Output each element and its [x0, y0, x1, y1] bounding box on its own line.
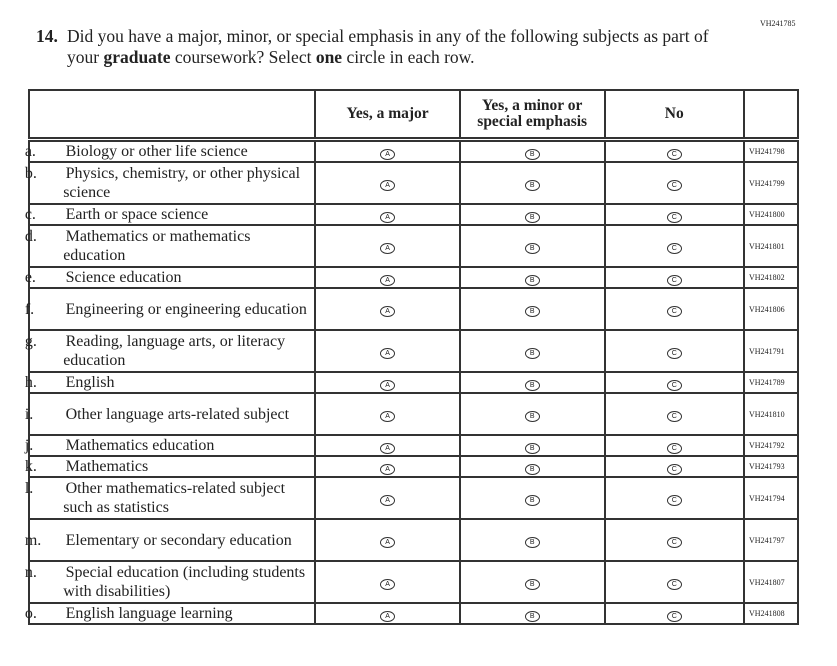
bubble-minor[interactable]: B	[524, 495, 540, 506]
row-code: VH241792	[743, 434, 799, 457]
row-label: j. Mathematics education	[25, 434, 317, 457]
row-code: VH241799	[743, 161, 799, 205]
bubble-minor[interactable]: B	[524, 442, 540, 454]
row-code: VH241789	[743, 371, 799, 394]
row-label: d. Mathematics or mathematics education	[25, 224, 317, 268]
row-label: g. Reading, language arts, or literacy e…	[25, 329, 317, 373]
question-number: 14.	[36, 26, 58, 46]
bubble-major[interactable]: A	[380, 348, 396, 359]
bubble-minor[interactable]: B	[524, 537, 540, 548]
bubble-minor[interactable]: B	[524, 579, 540, 590]
bubble-major[interactable]: A	[380, 379, 396, 391]
bubble-no[interactable]: C	[666, 463, 682, 475]
bubble-no[interactable]: C	[666, 306, 682, 317]
table-row: n. Special education (including students…	[25, 560, 799, 604]
table-row: c. Earth or space science A B C VH241800	[25, 203, 799, 226]
table-row: g. Reading, language arts, or literacy e…	[25, 329, 799, 373]
row-code: VH241797	[743, 518, 799, 562]
bubble-major[interactable]: A	[380, 463, 396, 475]
row-label: o. English language learning	[25, 602, 317, 625]
bubble-no[interactable]: C	[666, 348, 682, 359]
row-label: a. Biology or other life science	[25, 138, 317, 163]
bubble-minor[interactable]: B	[524, 211, 540, 223]
bubble-minor[interactable]: B	[524, 243, 540, 254]
bubble-major[interactable]: A	[380, 495, 396, 506]
row-label: m. Elementary or secondary education	[25, 518, 317, 562]
bubble-minor[interactable]: B	[524, 610, 540, 622]
table-row: j. Mathematics education A B C VH241792	[25, 434, 799, 457]
table-row: f. Engineering or engineering education A…	[25, 287, 799, 331]
bubble-no[interactable]: C	[666, 379, 682, 391]
bubble-no[interactable]: C	[666, 148, 682, 160]
row-label: b. Physics, chemistry, or other physical…	[25, 161, 317, 205]
bubble-major[interactable]: A	[380, 211, 396, 223]
bubble-major[interactable]: A	[380, 610, 396, 622]
header-blank	[27, 89, 317, 142]
row-label: k. Mathematics	[25, 455, 317, 478]
table-row: e. Science education A B C VH241802	[25, 266, 799, 289]
row-code: VH241806	[743, 287, 799, 331]
row-label: c. Earth or space science	[25, 203, 317, 226]
row-code: VH241793	[743, 455, 799, 478]
bubble-major[interactable]: A	[380, 148, 396, 160]
table-row: k. Mathematics A B C VH241793	[25, 455, 799, 478]
bubble-major[interactable]: A	[380, 243, 396, 254]
bubble-no[interactable]: C	[666, 274, 682, 286]
bubble-major[interactable]: A	[380, 442, 396, 454]
bubble-no[interactable]: C	[666, 537, 682, 548]
bubble-minor[interactable]: B	[524, 411, 540, 422]
table-row: h. English A B C VH241789	[25, 371, 799, 394]
bubble-major[interactable]: A	[380, 180, 396, 191]
page-code: VH241785	[760, 19, 796, 28]
bubble-no[interactable]: C	[666, 610, 682, 622]
bubble-no[interactable]: C	[666, 243, 682, 254]
bubble-major[interactable]: A	[380, 274, 396, 286]
table-row: o. English language learning A B C VH241808	[25, 602, 799, 625]
header-minor: Yes, a minor or special emphasis	[458, 89, 606, 142]
bubble-no[interactable]: C	[666, 411, 682, 422]
header-major: Yes, a major	[314, 89, 461, 142]
row-code: VH241808	[743, 602, 799, 625]
table-row: m. Elementary or secondary education A B C V…	[25, 518, 799, 562]
bubble-minor[interactable]: B	[524, 180, 540, 191]
bubble-major[interactable]: A	[380, 537, 396, 548]
bubble-major[interactable]: A	[380, 411, 396, 422]
bubble-minor[interactable]: B	[524, 148, 540, 160]
bubble-major[interactable]: A	[380, 579, 396, 590]
header-no: No	[603, 89, 746, 142]
row-code: VH241791	[743, 329, 799, 373]
bubble-no[interactable]: C	[666, 180, 682, 191]
bubble-no[interactable]: C	[666, 442, 682, 454]
bubble-no[interactable]: C	[666, 579, 682, 590]
row-label: f. Engineering or engineering education	[25, 287, 317, 331]
table-row: d. Mathematics or mathematics education A…	[25, 224, 799, 268]
bubble-minor[interactable]: B	[524, 379, 540, 391]
row-code: VH241798	[743, 138, 799, 163]
table-row: l. Other mathematics-related subject suc…	[25, 476, 799, 520]
response-grid: Yes, a major Yes, a minor or special emp…	[25, 89, 799, 625]
row-label: e. Science education	[25, 266, 317, 289]
row-label: l. Other mathematics-related subject suc…	[25, 476, 317, 520]
row-label: h. English	[25, 371, 317, 394]
table-row: b. Physics, chemistry, or other physical…	[25, 161, 799, 205]
bubble-minor[interactable]: B	[524, 463, 540, 475]
row-code: VH241802	[743, 266, 799, 289]
table-row: i. Other language arts-related subject A B…	[25, 392, 799, 436]
row-label: n. Special education (including students…	[25, 560, 317, 604]
row-code: VH241810	[743, 392, 799, 436]
bubble-minor[interactable]: B	[524, 274, 540, 286]
row-code: VH241800	[743, 203, 799, 226]
question-text: 14. Did you have a major, minor, or spec…	[36, 26, 709, 67]
row-code: VH241794	[743, 476, 799, 520]
bubble-major[interactable]: A	[380, 306, 396, 317]
row-label: i. Other language arts-related subject	[25, 392, 317, 436]
table-row: a. Biology or other life science A B C VH241…	[25, 138, 799, 163]
bubble-minor[interactable]: B	[524, 348, 540, 359]
bubble-no[interactable]: C	[666, 211, 682, 223]
row-code: VH241801	[743, 224, 799, 268]
bubble-no[interactable]: C	[666, 495, 682, 506]
row-code: VH241807	[743, 560, 799, 604]
bubble-minor[interactable]: B	[524, 306, 540, 317]
header-code	[743, 89, 799, 142]
